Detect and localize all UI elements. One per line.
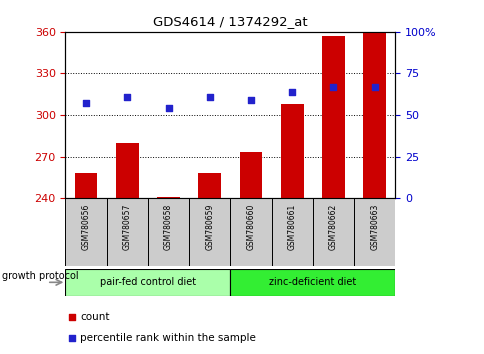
Bar [230,198,271,266]
Bar [239,153,262,198]
Text: pair-fed control diet: pair-fed control diet [100,277,196,287]
Bar [280,104,303,198]
Bar [106,198,148,266]
Text: GSM780658: GSM780658 [164,204,173,250]
Point [329,84,336,90]
Bar [363,32,385,198]
Point [68,335,76,341]
Text: GSM780656: GSM780656 [81,204,91,250]
Text: GSM780659: GSM780659 [205,204,214,250]
Point [123,94,131,99]
Bar [189,198,230,266]
Bar [321,36,344,198]
Bar [116,143,138,198]
Point [246,97,255,103]
Title: GDS4614 / 1374292_at: GDS4614 / 1374292_at [153,15,307,28]
Text: GSM780657: GSM780657 [122,204,132,250]
Bar [75,173,97,198]
Bar [198,173,221,198]
Bar [353,198,394,266]
Text: GSM780663: GSM780663 [369,204,378,250]
Bar [65,269,230,296]
Point [370,84,378,90]
Text: GSM780662: GSM780662 [328,204,337,250]
Bar [312,198,353,266]
Bar [148,198,189,266]
Bar [230,269,394,296]
Text: GSM780661: GSM780661 [287,204,296,250]
Text: count: count [80,312,109,322]
Text: percentile rank within the sample: percentile rank within the sample [80,332,256,343]
Point [82,101,90,106]
Text: zinc-deficient diet: zinc-deficient diet [269,277,356,287]
Bar [271,198,312,266]
Bar [65,198,106,266]
Point [164,105,172,111]
Point [205,94,213,99]
Text: growth protocol: growth protocol [2,270,79,280]
Point [287,89,295,95]
Text: GSM780660: GSM780660 [246,204,255,250]
Point [68,314,76,320]
Bar [157,197,180,198]
